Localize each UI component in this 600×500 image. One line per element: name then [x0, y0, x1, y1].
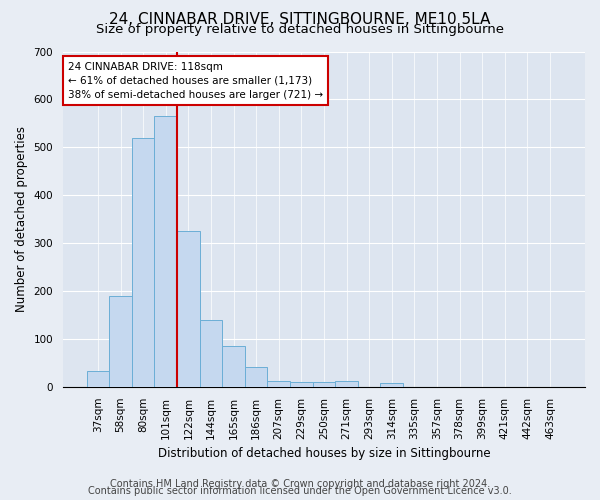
Bar [86, 372, 109, 387]
Bar [154, 116, 177, 387]
Bar [335, 380, 358, 387]
Text: Size of property relative to detached houses in Sittingbourne: Size of property relative to detached ho… [96, 22, 504, 36]
Bar [313, 382, 335, 387]
Bar [109, 296, 132, 387]
Bar [290, 382, 313, 387]
Bar [200, 320, 222, 387]
Bar [245, 366, 268, 387]
X-axis label: Distribution of detached houses by size in Sittingbourne: Distribution of detached houses by size … [158, 447, 490, 460]
Y-axis label: Number of detached properties: Number of detached properties [15, 126, 28, 312]
Bar [132, 138, 154, 387]
Bar [177, 231, 200, 387]
Bar [380, 383, 403, 387]
Text: Contains HM Land Registry data © Crown copyright and database right 2024.: Contains HM Land Registry data © Crown c… [110, 479, 490, 489]
Text: 24 CINNABAR DRIVE: 118sqm
← 61% of detached houses are smaller (1,173)
38% of se: 24 CINNABAR DRIVE: 118sqm ← 61% of detac… [68, 62, 323, 100]
Bar [268, 380, 290, 387]
Text: Contains public sector information licensed under the Open Government Licence v3: Contains public sector information licen… [88, 486, 512, 496]
Text: 24, CINNABAR DRIVE, SITTINGBOURNE, ME10 5LA: 24, CINNABAR DRIVE, SITTINGBOURNE, ME10 … [109, 12, 491, 28]
Bar [222, 346, 245, 387]
